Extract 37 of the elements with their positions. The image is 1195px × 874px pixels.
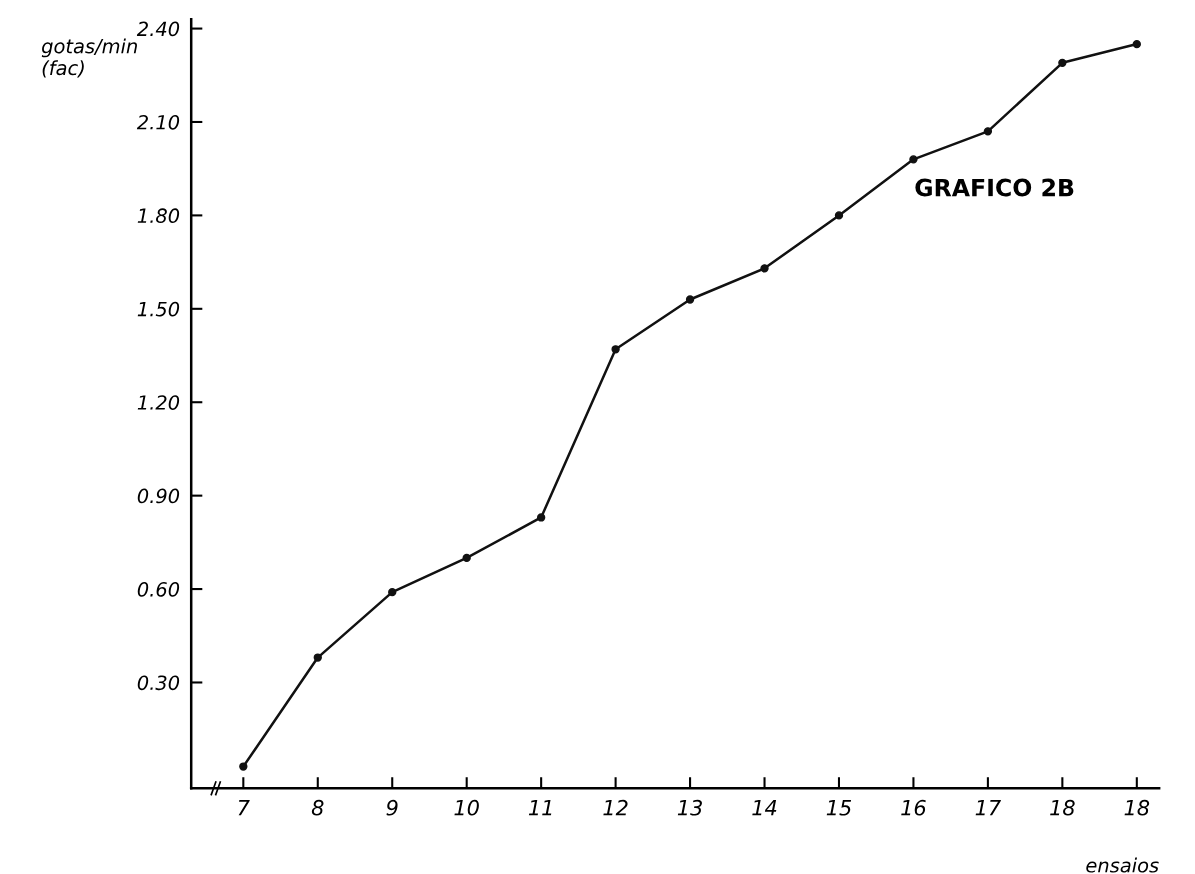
x-tick-label: 10 — [454, 799, 479, 816]
point — [1058, 58, 1067, 67]
point — [685, 295, 695, 304]
y-tick-label: 1.50 — [137, 301, 180, 317]
point — [909, 155, 918, 164]
point — [1132, 39, 1141, 49]
point — [536, 513, 546, 522]
y-tick-label: 2.10 — [136, 114, 180, 130]
y-tick-label: 1.20 — [137, 395, 180, 410]
x-tick-label: 9 — [386, 799, 398, 816]
x-tick-label: 18 — [1050, 799, 1075, 816]
y-axis-title: gotas/min (fac) — [41, 38, 137, 78]
point — [313, 653, 322, 662]
point — [388, 588, 397, 597]
x-tick-label: 13 — [677, 799, 702, 816]
x-tick-label: 17 — [975, 800, 1001, 816]
y-tick-label: 0.60 — [137, 582, 180, 597]
x-tick-label: 12 — [603, 799, 628, 816]
x-tick-label: 15 — [826, 800, 852, 816]
y-tick-label: 2.40 — [136, 21, 180, 37]
point — [239, 762, 248, 771]
y-tick-label: 1.80 — [137, 208, 180, 224]
point — [760, 264, 769, 273]
x-tick-label: 8 — [311, 799, 324, 816]
point — [983, 127, 993, 136]
point — [834, 211, 844, 220]
x-tick-label: 7 — [238, 800, 250, 816]
point — [462, 553, 471, 563]
x-tick-label: 18 — [1124, 799, 1150, 816]
x-axis-title: ensaios — [1086, 857, 1159, 873]
x-tick-label: 14 — [752, 800, 777, 816]
y-tick-label: 0.30 — [137, 675, 180, 691]
annotation: GRAFICO 2B — [915, 178, 1074, 197]
y-tick-label: 0.90 — [137, 488, 180, 504]
point — [611, 345, 620, 354]
x-tick-label: 11 — [528, 800, 552, 816]
x-tick-label: 16 — [901, 799, 926, 816]
